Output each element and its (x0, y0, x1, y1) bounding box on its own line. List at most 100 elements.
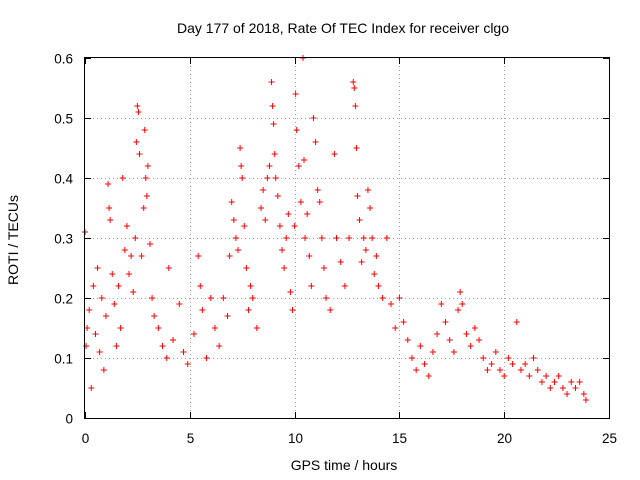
plot-frame (84, 57, 610, 419)
data-point (94, 265, 101, 271)
data-point (392, 325, 399, 331)
data-point (446, 337, 453, 343)
data-point (396, 295, 403, 301)
x-tick-label: 0 (82, 431, 90, 446)
data-point (237, 145, 244, 151)
data-point (224, 313, 231, 319)
data-point (271, 151, 278, 157)
data-point (293, 127, 300, 133)
data-point (170, 337, 177, 343)
data-point (146, 241, 153, 247)
data-point (559, 385, 566, 391)
data-point (375, 283, 382, 289)
data-point (476, 337, 483, 343)
data-point (353, 145, 360, 151)
data-point (111, 301, 118, 307)
data-point (455, 307, 462, 313)
data-point (86, 307, 93, 313)
data-point (572, 385, 579, 391)
data-point (580, 391, 587, 397)
data-point (113, 343, 120, 349)
data-point (279, 247, 286, 253)
data-point (287, 289, 294, 295)
data-point (134, 103, 141, 109)
data-point (241, 223, 248, 229)
data-point (459, 301, 466, 307)
y-tick-label: 0.6 (54, 52, 73, 67)
data-point (247, 283, 254, 289)
data-point (434, 331, 441, 337)
data-point (109, 271, 116, 277)
data-point (216, 343, 223, 349)
data-point (249, 295, 256, 301)
data-point (337, 259, 344, 265)
data-point (551, 379, 558, 385)
data-point (92, 331, 99, 337)
data-point (421, 361, 428, 367)
data-point (135, 109, 142, 115)
data-point (274, 193, 281, 199)
data-point (226, 253, 233, 259)
data-point (373, 253, 380, 259)
data-point (207, 295, 214, 301)
data-point (522, 361, 529, 367)
data-point (555, 373, 562, 379)
data-point (341, 283, 348, 289)
x-axis-label: GPS time / hours (291, 457, 398, 473)
y-axis-label: ROTI / TECUs (5, 195, 21, 285)
data-point (138, 253, 145, 259)
data-point (497, 367, 504, 373)
data-point (285, 211, 292, 217)
data-point (243, 265, 250, 271)
data-point (450, 349, 457, 355)
data-point (90, 283, 97, 289)
data-point (140, 205, 147, 211)
data-point (262, 217, 269, 223)
data-point (295, 163, 302, 169)
y-tick-label: 0.1 (54, 352, 73, 367)
data-point (220, 295, 227, 301)
data-point (115, 283, 122, 289)
data-point (526, 373, 533, 379)
data-point (142, 175, 149, 181)
data-point (582, 397, 589, 403)
data-point (364, 187, 371, 193)
y-tick-label: 0.3 (54, 232, 73, 247)
data-point (547, 385, 554, 391)
data-point (534, 367, 541, 373)
data-point (203, 355, 210, 361)
data-point (102, 313, 109, 319)
data-point (128, 253, 135, 259)
data-point (312, 139, 319, 145)
data-point (297, 199, 304, 205)
data-point (184, 361, 191, 367)
data-point (383, 235, 390, 241)
y-tick-label: 0.4 (54, 172, 73, 187)
data-point (107, 217, 114, 223)
data-point (302, 235, 309, 241)
data-point (333, 235, 340, 241)
x-tick-label: 20 (497, 431, 512, 446)
data-point (281, 265, 288, 271)
data-point (351, 85, 358, 91)
data-point (360, 235, 367, 241)
data-point (190, 331, 197, 337)
data-point (84, 325, 91, 331)
data-point (291, 223, 298, 229)
data-point (289, 307, 296, 313)
data-point (408, 355, 415, 361)
data-point (180, 349, 187, 355)
data-point (413, 367, 420, 373)
y-tick-label: 0.5 (54, 112, 73, 127)
data-point (235, 247, 242, 253)
data-point (269, 103, 276, 109)
data-point (404, 337, 411, 343)
data-point (358, 259, 365, 265)
data-point (270, 121, 277, 127)
data-point (509, 361, 516, 367)
data-point (119, 175, 126, 181)
data-point (331, 151, 338, 157)
chart-title: Day 177 of 2018, Rate Of TEC Index for r… (177, 20, 509, 36)
data-point (354, 193, 361, 199)
